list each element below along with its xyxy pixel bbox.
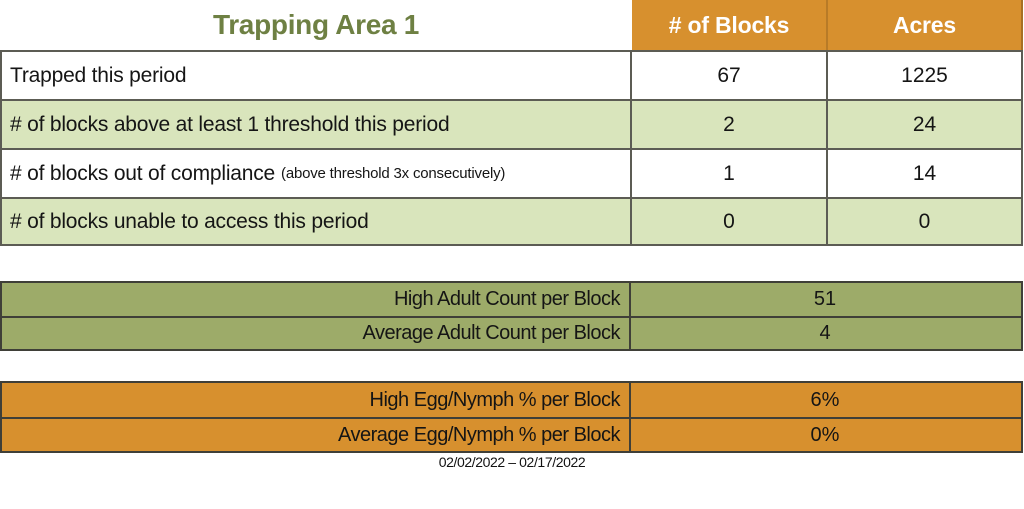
row-label: Average Adult Count per Block (2, 318, 631, 349)
row-label: # of blocks unable to access this period (0, 199, 632, 244)
table-row: Average Egg/Nymph % per Block 0% (2, 417, 1021, 451)
blocks-value: 0 (632, 199, 828, 244)
row-value: 4 (819, 322, 831, 344)
acres-value: 14 (828, 150, 1023, 197)
table-row: Average Adult Count per Block 4 (2, 316, 1021, 349)
acres-value: 1225 (828, 52, 1023, 99)
table-row: # of blocks out of compliance (above thr… (0, 148, 1023, 197)
row-label: # of blocks above at least 1 threshold t… (0, 101, 632, 148)
col-header-acres: Acres (828, 0, 1023, 50)
row-label-text: # of blocks above at least 1 threshold t… (10, 112, 450, 136)
row-label-note: (above threshold 3x consecutively) (281, 165, 506, 182)
row-label-text: # of blocks out of compliance (10, 161, 276, 185)
spacer (0, 246, 1024, 281)
spacer (0, 351, 1024, 381)
footer: 02/02/2022 – 02/17/2022 (0, 454, 1024, 472)
summary-table: Trapping Area 1 # of Blocks Acres Trappe… (0, 0, 1023, 246)
acres-value: 24 (828, 101, 1023, 148)
col-header-blocks: # of Blocks (632, 0, 828, 50)
row-value: 6% (810, 388, 840, 411)
row-label: High Egg/Nymph % per Block (2, 383, 631, 417)
table-row: High Egg/Nymph % per Block 6% (2, 383, 1021, 417)
row-label-text: # of blocks unable to access this period (10, 209, 369, 233)
table-row: High Adult Count per Block 51 (2, 283, 1021, 316)
row-label: Trapped this period (0, 52, 632, 99)
egg-nymph-table: High Egg/Nymph % per Block 6% Average Eg… (0, 381, 1023, 453)
row-label: High Adult Count per Block (2, 283, 631, 316)
page-title: Trapping Area 1 (212, 9, 420, 40)
date-range: 02/02/2022 – 02/17/2022 (438, 454, 586, 470)
table-row: # of blocks unable to access this period… (0, 197, 1023, 246)
table-row: # of blocks above at least 1 threshold t… (0, 99, 1023, 148)
blocks-value: 1 (632, 150, 828, 197)
blocks-value: 2 (632, 101, 828, 148)
summary-table-header: Trapping Area 1 # of Blocks Acres (0, 0, 1023, 50)
table-row: Trapped this period 67 1225 (0, 50, 1023, 99)
blocks-value: 67 (632, 52, 828, 99)
acres-value: 0 (828, 199, 1023, 244)
title-cell: Trapping Area 1 (0, 0, 632, 50)
row-label: # of blocks out of compliance (above thr… (0, 150, 632, 197)
adult-count-table: High Adult Count per Block 51 Average Ad… (0, 281, 1023, 351)
row-label: Average Egg/Nymph % per Block (2, 419, 631, 451)
row-label-text: Trapped this period (10, 63, 187, 87)
row-value: 0% (810, 423, 840, 446)
row-value: 51 (813, 288, 837, 310)
